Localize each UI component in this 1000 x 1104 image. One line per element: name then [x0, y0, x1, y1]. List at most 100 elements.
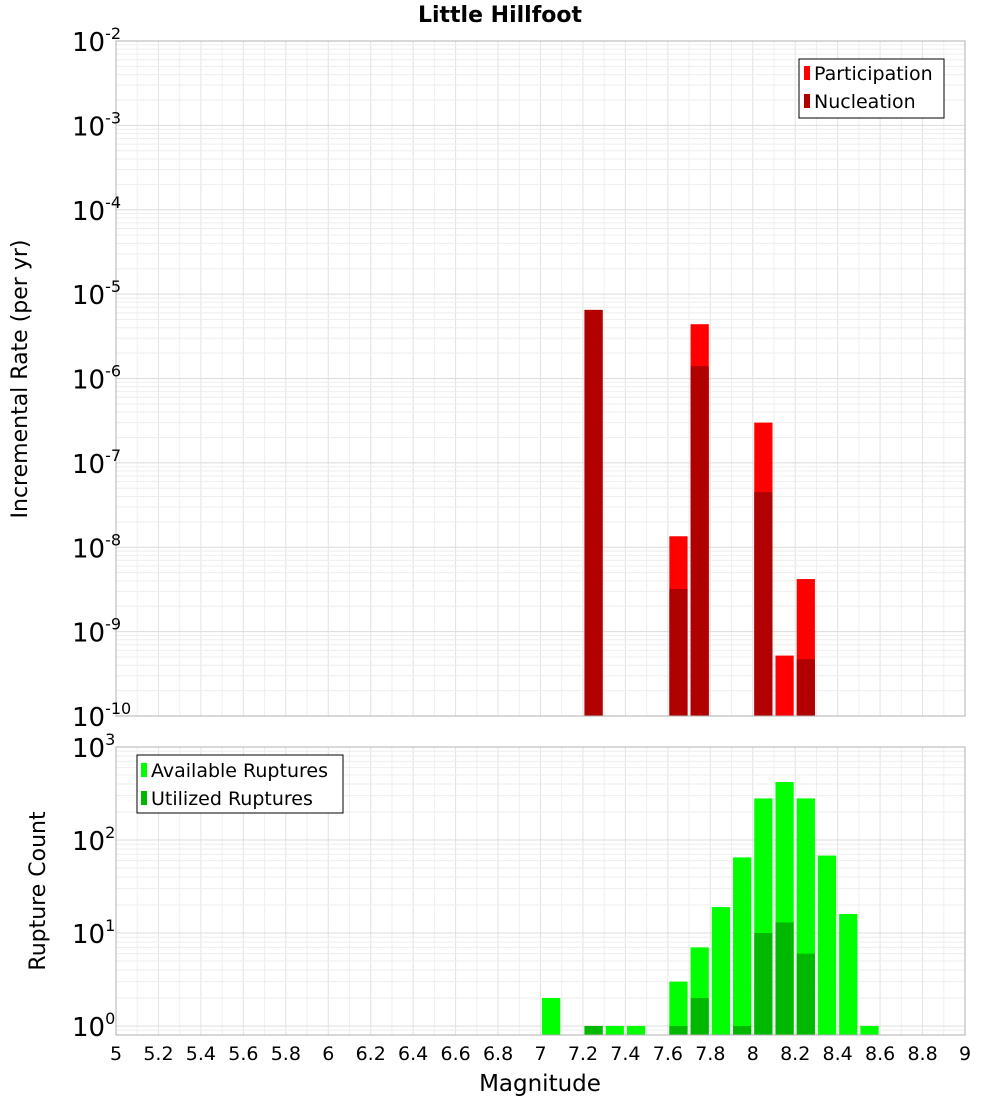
tick-base: 10 [72, 827, 105, 857]
legend-swatch [141, 763, 147, 777]
bar [796, 659, 815, 716]
tick-exponent: 2 [105, 823, 115, 842]
tick-base: 10 [72, 534, 105, 564]
tick-exponent: -2 [105, 24, 121, 43]
series-utilized-ruptures [584, 922, 815, 1035]
bar [669, 1025, 688, 1035]
bar [605, 1025, 624, 1035]
legend-label: Available Ruptures [151, 760, 328, 782]
x-tick-label: 5.8 [271, 1043, 301, 1065]
y-tick-label-text: 103 [72, 730, 115, 764]
top-plot-frame [115, 40, 966, 717]
bottom-plot-frame [115, 746, 966, 1036]
y-tick-label: 10-10 [72, 699, 131, 733]
x-tick-label: 5 [110, 1043, 122, 1065]
y-tick-label-text: 101 [72, 916, 115, 950]
bar [669, 981, 688, 1035]
x-tick-label: 7.8 [695, 1043, 725, 1065]
bar [754, 932, 773, 1035]
y-tick-label: 10-2 [72, 24, 121, 58]
tick-exponent: -7 [105, 446, 121, 465]
x-tick-label: 5.2 [143, 1043, 173, 1065]
x-tick-label: 8 [747, 1043, 759, 1065]
x-tick-label: 7 [534, 1043, 546, 1065]
tick-exponent: -9 [105, 615, 121, 634]
bar [839, 914, 858, 1035]
y-tick-label: 10-9 [72, 615, 121, 649]
y-tick-label: 100 [72, 1009, 115, 1043]
chart-title: Little Hillfoot [418, 3, 583, 28]
y-axis-label: Incremental Rate (per yr) [8, 240, 33, 519]
bar [775, 655, 794, 716]
x-tick-label: 6.8 [483, 1043, 513, 1065]
bottom-legend: Available Ruptures Utilized Ruptures [136, 754, 344, 814]
tick-base: 10 [72, 734, 105, 764]
tick-exponent: -10 [105, 699, 131, 718]
y-tick-label-text: 100 [72, 1009, 115, 1043]
y-tick-label: 10-3 [72, 108, 121, 142]
tick-exponent: 3 [105, 730, 115, 749]
tick-base: 10 [72, 1013, 105, 1043]
legend-label: Utilized Ruptures [151, 788, 313, 810]
top-legend: Participation Nucleation [798, 58, 945, 119]
x-tick-label: 7.2 [568, 1043, 598, 1065]
bar [775, 922, 794, 1035]
tick-exponent: -3 [105, 108, 121, 127]
tick-base: 10 [72, 920, 105, 950]
y-tick-label-text: 10-6 [72, 362, 121, 396]
tick-base: 10 [72, 281, 105, 311]
tick-base: 10 [72, 197, 105, 227]
y-tick-label-text: 10-4 [72, 193, 121, 227]
bar [584, 309, 603, 716]
x-tick-label: 7.4 [610, 1043, 640, 1065]
legend-label: Participation [814, 63, 933, 85]
y-tick-label-text: 102 [72, 823, 115, 857]
bar [669, 589, 688, 716]
bar [690, 366, 709, 716]
y-tick-label-text: 10-10 [72, 699, 131, 733]
series-nucleation [584, 309, 815, 716]
x-tick-label: 8.6 [865, 1043, 895, 1065]
tick-base: 10 [72, 112, 105, 142]
y-tick-label-text: 10-9 [72, 615, 121, 649]
y-tick-label-text: 10-2 [72, 24, 121, 58]
tick-exponent: -4 [105, 193, 121, 212]
tick-exponent: -8 [105, 530, 121, 549]
legend-box [136, 754, 344, 814]
x-axis-label: Magnitude [479, 1071, 601, 1097]
y-axis-label: Rupture Count [26, 811, 51, 971]
x-tick-label: 5.6 [228, 1043, 258, 1065]
tick-base: 10 [72, 28, 105, 58]
y-tick-label-text: 10-5 [72, 277, 121, 311]
y-tick-label: 102 [72, 823, 115, 857]
x-tick-label: 8.8 [907, 1043, 937, 1065]
tick-exponent: 0 [105, 1009, 115, 1028]
bar [690, 997, 709, 1035]
bar [817, 855, 837, 1035]
x-tick-label: 6.2 [356, 1043, 386, 1065]
bar [626, 1025, 646, 1035]
bar [711, 907, 731, 1035]
legend-label: Nucleation [814, 91, 916, 113]
tick-base: 10 [72, 619, 105, 649]
series-available-ruptures [542, 782, 879, 1035]
tick-exponent: 1 [105, 916, 115, 935]
x-tick-label: 6 [322, 1043, 334, 1065]
tick-exponent: -6 [105, 362, 121, 381]
legend-swatch [804, 66, 810, 80]
y-tick-label: 10-4 [72, 193, 121, 227]
y-tick-label-text: 10-8 [72, 530, 121, 564]
y-tick-label-text: 10-7 [72, 446, 121, 480]
x-tick-label: 6.6 [440, 1043, 470, 1065]
tick-base: 10 [72, 366, 105, 396]
y-tick-label: 10-5 [72, 277, 121, 311]
x-tick-label: 8.4 [823, 1043, 853, 1065]
tick-exponent: -5 [105, 277, 121, 296]
bar [733, 1025, 752, 1035]
legend-swatch [141, 791, 147, 805]
bar [542, 997, 561, 1035]
x-tick-label: 5.4 [186, 1043, 216, 1065]
x-tick-label: 6.4 [398, 1043, 428, 1065]
